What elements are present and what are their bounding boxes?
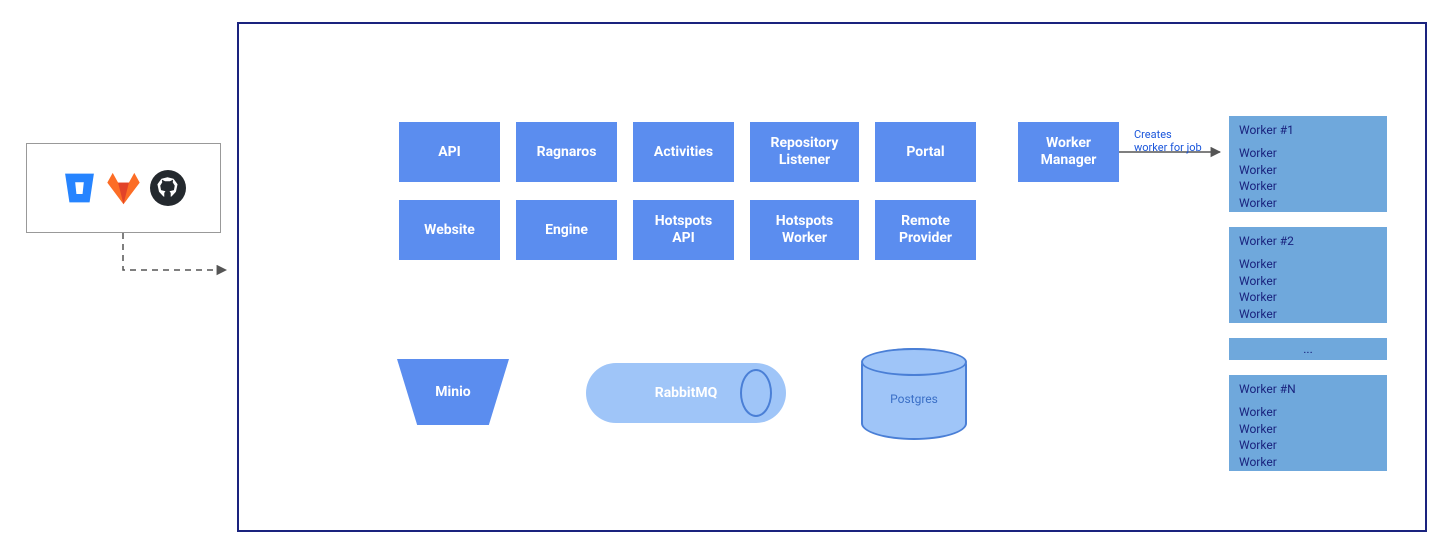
worker-line: Worker: [1239, 454, 1377, 471]
creates-worker-label: Createsworker for job: [1134, 128, 1202, 154]
worker-line: Worker: [1239, 306, 1377, 323]
service-activities: Activities: [633, 122, 734, 182]
service-hotspots-api: HotspotsAPI: [633, 200, 734, 260]
rabbitmq-label: RabbitMQ: [655, 385, 718, 401]
worker-line: Worker: [1239, 273, 1377, 290]
service-website: Website: [399, 200, 500, 260]
worker-panel-title: Worker #N: [1239, 381, 1377, 398]
minio-label: Minio: [435, 384, 470, 400]
worker-line: Worker: [1239, 195, 1377, 212]
service-ragnaros: Ragnaros: [516, 122, 617, 182]
postgres-db: Postgres: [861, 348, 967, 440]
service-api: API: [399, 122, 500, 182]
worker-line: Worker: [1239, 404, 1377, 421]
worker-line: Worker: [1239, 162, 1377, 179]
service-remote-prov: RemoteProvider: [875, 200, 976, 260]
postgres-label: Postgres: [861, 392, 967, 406]
worker-panel-0: Worker #1WorkerWorkerWorkerWorker: [1229, 116, 1387, 212]
worker-line: Worker: [1239, 145, 1377, 162]
worker-line: Worker: [1239, 289, 1377, 306]
service-hotspots-wkr: HotspotsWorker: [750, 200, 859, 260]
worker-line: Worker: [1239, 178, 1377, 195]
bitbucket-icon: [62, 170, 98, 206]
external-sources-box: [26, 143, 221, 233]
worker-panel-1: Worker #2WorkerWorkerWorkerWorker: [1229, 227, 1387, 323]
worker-panel-2: Worker #NWorkerWorkerWorkerWorker: [1229, 375, 1387, 471]
github-icon: [150, 170, 186, 206]
minio-storage: Minio: [397, 359, 509, 425]
gitlab-icon: [106, 170, 142, 206]
worker-panel-title: Worker #2: [1239, 233, 1377, 250]
service-portal: Portal: [875, 122, 976, 182]
worker-panel-title: Worker #1: [1239, 122, 1377, 139]
service-worker-mgr: WorkerManager: [1018, 122, 1119, 182]
service-repo-listener: RepositoryListener: [750, 122, 859, 182]
worker-line: Worker: [1239, 421, 1377, 438]
rabbitmq-broker: RabbitMQ: [586, 363, 786, 423]
worker-ellipsis: ...: [1229, 338, 1387, 360]
service-engine: Engine: [516, 200, 617, 260]
worker-line: Worker: [1239, 256, 1377, 273]
worker-line: Worker: [1239, 437, 1377, 454]
